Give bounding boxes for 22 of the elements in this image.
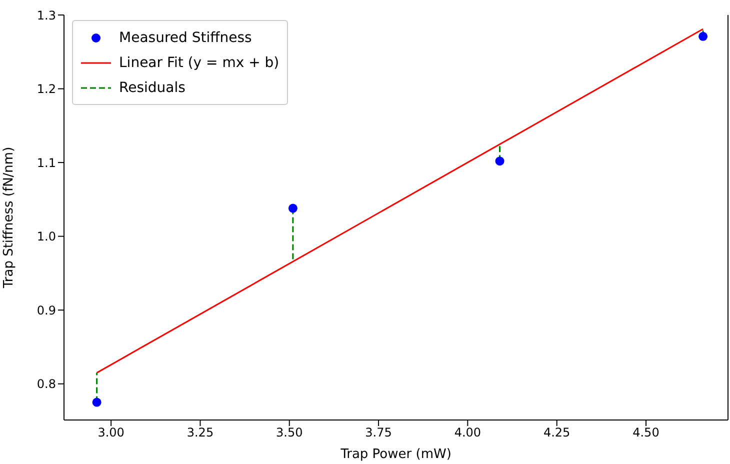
- x-tick-label: 3.00: [98, 426, 124, 440]
- x-tick-label: 4.50: [632, 426, 660, 440]
- x-axis-title: Trap Power (mW): [340, 447, 452, 462]
- y-tick-label: 1.3: [36, 8, 56, 22]
- x-tick-label: 4.25: [543, 426, 570, 440]
- x-tick-label: 3.25: [186, 426, 214, 440]
- point: [698, 32, 708, 41]
- y-tick-label: 1.2: [36, 82, 56, 96]
- y-axis-title: Trap Stiffness (fN/nm): [2, 146, 17, 290]
- point: [495, 156, 504, 166]
- y-tick-label: 0.9: [36, 303, 56, 318]
- y-tick-label: 1.0: [36, 230, 56, 244]
- x-tick-label: 4.00: [454, 426, 482, 440]
- legend-label: Residuals: [119, 80, 186, 96]
- x-tick-label: 3.75: [365, 426, 392, 440]
- y-tick-label: 1.1: [36, 156, 56, 170]
- x-tick-label: 3.50: [276, 426, 303, 440]
- legend-label: Measured Stiffness: [119, 30, 252, 46]
- point: [288, 204, 298, 213]
- legend-label: Linear Fit (y = mx + b): [119, 54, 280, 70]
- point: [92, 398, 102, 407]
- y-tick-label: 0.8: [36, 377, 56, 392]
